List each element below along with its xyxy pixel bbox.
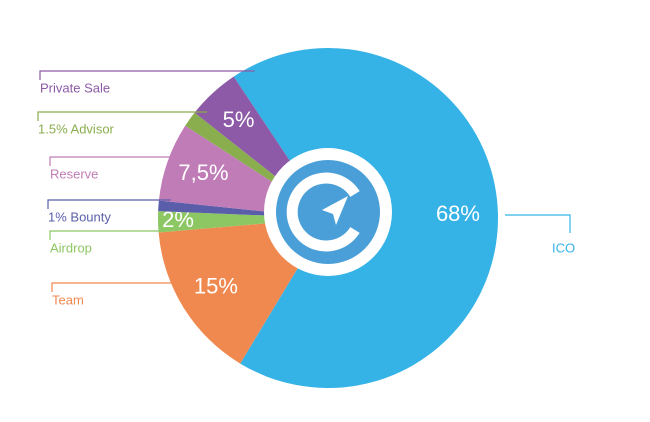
slice-label: 7,5% (178, 160, 228, 185)
leader-line (505, 214, 571, 233)
legend-label: 1% Bounty (48, 209, 111, 224)
leader-line (49, 230, 171, 240)
legend-label: Airdrop (50, 240, 92, 255)
leader-line (49, 156, 182, 166)
leader-line (39, 70, 255, 80)
leader-line (51, 282, 183, 292)
slice-label: 68% (436, 201, 480, 226)
slice-label: 5% (223, 107, 255, 132)
leader-line (37, 111, 208, 121)
legend-label: Reserve (50, 166, 98, 181)
logo-arrow (322, 196, 348, 225)
legend-label: Private Sale (40, 80, 110, 95)
labels: ICO Team Airdrop 1% Bounty Reserve 1.5% Advis… (37, 70, 575, 307)
legend-label: 1.5% Advisor (38, 121, 115, 136)
leader-line (47, 199, 171, 209)
legend-label: Team (52, 292, 84, 307)
slice-label: 15% (194, 274, 238, 299)
logo-c (286, 172, 360, 252)
legend-label: ICO (552, 240, 575, 255)
